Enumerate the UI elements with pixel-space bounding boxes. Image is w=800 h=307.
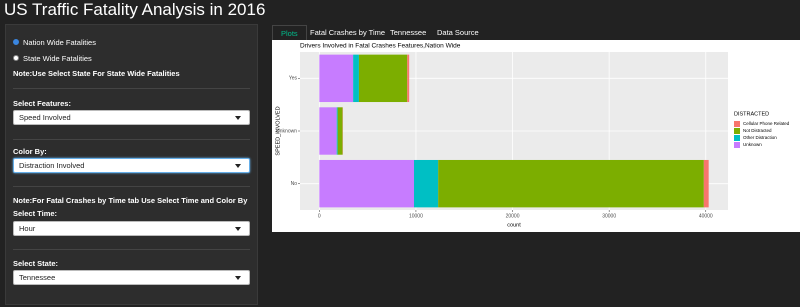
y-axis-label: SPEED_INVOLVED [275,106,281,155]
bar-segment [337,107,343,155]
bar-segment [353,54,359,103]
select[interactable]: Tennessee [13,270,250,285]
input-label: Color By: [13,147,47,156]
divider [13,139,250,140]
bar-segment [703,159,709,208]
radio-label[interactable]: State Wide Fatalities [23,54,92,63]
bar-segment [336,107,338,155]
x-tick-label: 0 [318,213,321,219]
select[interactable]: Speed Involved [13,110,250,125]
bar-segment [319,159,415,208]
x-tick-label: 40000 [699,213,713,219]
legend-swatch [734,128,740,134]
legend-label: Unknown [743,142,762,147]
chart: Drivers Involved in Fatal Crashes Featur… [272,40,800,232]
tab[interactable]: Plots [272,25,307,41]
bar-segment [319,54,354,103]
chart-title: Drivers Involved in Fatal Crashes Featur… [300,43,461,50]
bar-segment [319,107,337,155]
legend-swatch [734,121,740,127]
divider [13,88,250,89]
x-tick-label: 20000 [506,213,520,219]
legend-label: Not Distracted [743,128,772,133]
bar-segment [407,54,410,103]
divider [13,186,250,187]
y-tick-label: Unknown [276,128,297,134]
legend-swatch [734,142,740,148]
x-tick-label: 30000 [602,213,616,219]
note: Note:Use Select State For State Wide Fat… [13,69,180,78]
radio-button[interactable] [13,55,19,61]
bar-segment [358,54,408,103]
select[interactable]: Hour [13,221,250,236]
radio-label[interactable]: Nation Wide Fatalities [23,38,96,47]
radio-button[interactable] [13,39,19,45]
bar-segment [414,159,439,208]
tab[interactable]: Fatal Crashes by Time [310,28,386,37]
legend-label: Cellular Phone Related [743,121,790,126]
tab[interactable]: Tennessee [390,28,427,37]
input-label: Select State: [13,259,59,268]
note: Note:For Fatal Crashes by Time tab Use S… [13,196,248,205]
divider [13,249,250,250]
legend-title: DISTRACTED [734,111,769,117]
x-axis-label: count [507,222,521,228]
input-label: Select Time: [13,209,58,218]
tab[interactable]: Data Source [437,28,479,37]
y-tick-label: Yes [289,76,298,82]
app-title: US Traffic Fatality Analysis in 2016 [4,0,266,19]
y-tick-label: No [291,181,298,187]
x-tick-label: 10000 [409,213,423,219]
bar-segment [438,159,704,208]
legend-swatch [734,135,740,141]
select[interactable]: Distraction Involved [13,158,250,173]
legend-label: Other Distraction [743,135,777,140]
input-label: Select Features: [13,99,71,108]
